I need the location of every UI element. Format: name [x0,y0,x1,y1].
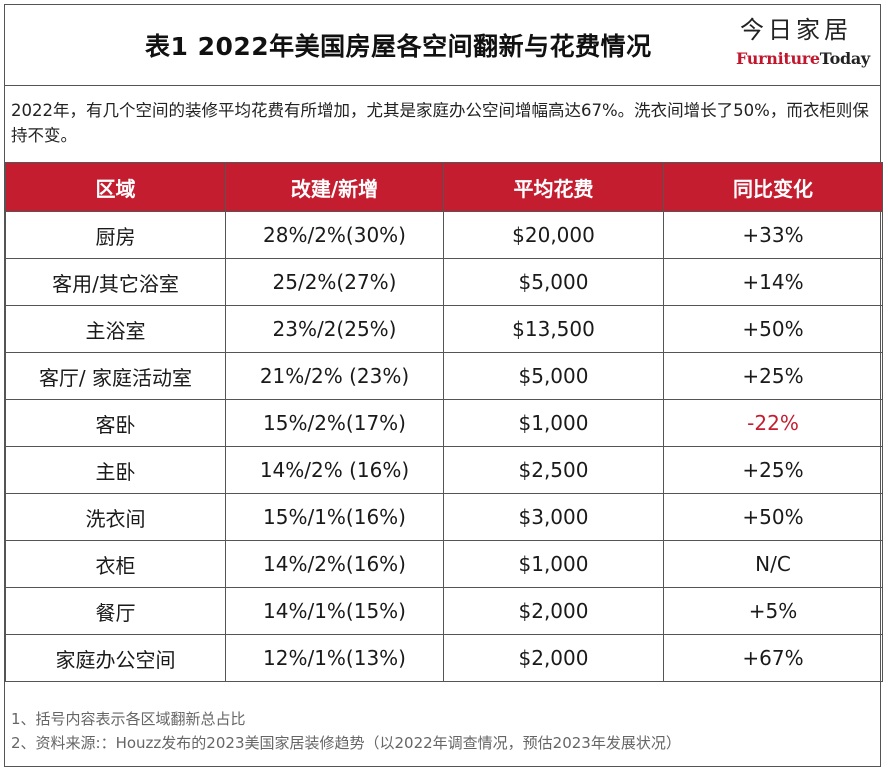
cell-area: 餐厅 [5,587,226,635]
cell-cost: $3,000 [443,493,664,541]
cell-change: +50% [663,493,883,541]
table-row: 餐厅 14%/1%(15%) $2,000 +5% [5,587,883,635]
column-header-ratio: 改建/新增 [225,162,444,212]
cell-area: 厨房 [5,211,226,259]
cell-change: +14% [663,258,883,306]
table-row: 客卧 15%/2%(17%) $1,000 -22% [5,399,883,447]
cell-area: 主卧 [5,446,226,494]
table-row: 主卧 14%/2% (16%) $2,500 +25% [5,446,883,494]
cell-ratio: 14%/2%(16%) [225,540,444,588]
logo-chinese-text: 今日家居 [740,16,852,44]
cell-change: +33% [663,211,883,259]
table-row: 衣柜 14%/2%(16%) $1,000 N/C [5,540,883,588]
cell-ratio: 25/2%(27%) [225,258,444,306]
footnotes: 1、括号内容表示各区域翻新总占比 2、资料来源:：Houzz发布的2023美国家… [5,691,880,767]
cell-change: +67% [663,634,883,682]
column-header-cost: 平均花费 [443,162,664,212]
cell-cost: $20,000 [443,211,664,259]
cell-area: 客用/其它浴室 [5,258,226,306]
cell-cost: $2,000 [443,587,664,635]
cell-change: +5% [663,587,883,635]
cell-cost: $1,000 [443,399,664,447]
cell-ratio: 21%/2% (23%) [225,352,444,400]
page-title: 表1 2022年美国房屋各空间翻新与花费情况 [145,32,652,61]
table-row: 厨房 28%/2%(30%) $20,000 +33% [5,211,883,259]
column-header-area: 区域 [5,162,226,212]
logo-english-text: FurnitureToday [736,49,870,69]
cell-ratio: 12%/1%(13%) [225,634,444,682]
table-header-row: 区域 改建/新增 平均花费 同比变化 [5,162,883,212]
cell-ratio: 15%/1%(16%) [225,493,444,541]
cell-change: +25% [663,446,883,494]
table-row: 客厅/ 家庭活动室 21%/2% (23%) $5,000 +25% [5,352,883,400]
logo-word-furniture: Furniture [736,49,820,68]
cell-ratio: 15%/2%(17%) [225,399,444,447]
title-bar: 表1 2022年美国房屋各空间翻新与花费情况 今日家居 FurnitureTod… [5,5,880,86]
cell-area: 衣柜 [5,540,226,588]
cell-cost: $1,000 [443,540,664,588]
table-row: 客用/其它浴室 25/2%(27%) $5,000 +14% [5,258,883,306]
intro-paragraph: 2022年，有几个空间的装修平均花费有所增加，尤其是家庭办公空间增幅高达67%。… [11,101,869,145]
footnote-2: 2、资料来源:：Houzz发布的2023美国家居装修趋势（以2022年调查情况，… [11,734,681,752]
logo-word-today: Today [819,49,870,68]
column-header-change: 同比变化 [663,162,883,212]
cell-area: 客卧 [5,399,226,447]
cell-change: N/C [663,540,883,588]
cell-ratio: 28%/2%(30%) [225,211,444,259]
cell-cost: $13,500 [443,305,664,353]
cell-cost: $2,000 [443,634,664,682]
cell-ratio: 14%/1%(15%) [225,587,444,635]
table-row: 家庭办公空间 12%/1%(13%) $2,000 +67% [5,634,883,682]
cell-area: 家庭办公空间 [5,634,226,682]
cell-change: +25% [663,352,883,400]
cell-cost: $2,500 [443,446,664,494]
table-row: 主浴室 23%/2(25%) $13,500 +50% [5,305,883,353]
cell-cost: $5,000 [443,258,664,306]
footnote-1: 1、括号内容表示各区域翻新总占比 [11,710,246,728]
cell-ratio: 23%/2(25%) [225,305,444,353]
cell-area: 洗衣间 [5,493,226,541]
report-frame: 表1 2022年美国房屋各空间翻新与花费情况 今日家居 FurnitureTod… [4,4,883,767]
renovation-table: 区域 改建/新增 平均花费 同比变化 厨房 28%/2%(30%) $20,00… [5,162,883,682]
cell-area: 主浴室 [5,305,226,353]
cell-change-negative: -22% [663,399,883,447]
table-row: 洗衣间 15%/1%(16%) $3,000 +50% [5,493,883,541]
cell-ratio: 14%/2% (16%) [225,446,444,494]
brand-logo: 今日家居 FurnitureToday [736,15,870,69]
cell-change: +50% [663,305,883,353]
cell-area: 客厅/ 家庭活动室 [5,352,226,400]
cell-cost: $5,000 [443,352,664,400]
